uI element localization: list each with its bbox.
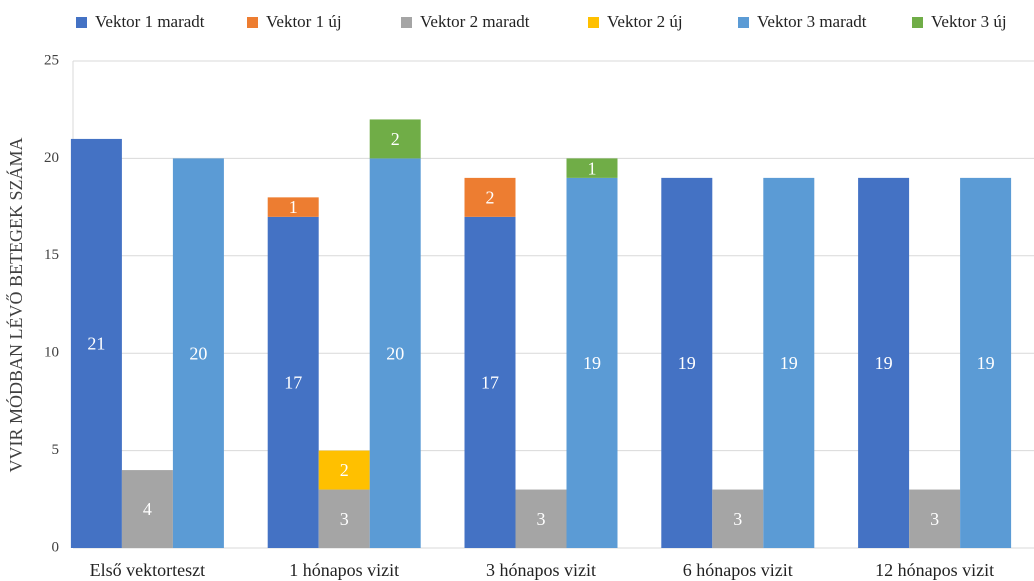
data-label: 19 bbox=[678, 353, 696, 373]
legend-label: Vektor 3 új bbox=[931, 12, 1007, 31]
legend-label: Vektor 3 maradt bbox=[757, 12, 867, 31]
data-label: 20 bbox=[189, 343, 207, 363]
data-label: 19 bbox=[583, 353, 601, 373]
y-tick-label: 20 bbox=[44, 150, 59, 166]
bar-segment bbox=[464, 177, 516, 217]
bar-segment bbox=[566, 158, 618, 178]
data-label: 2 bbox=[391, 129, 400, 149]
y-axis-title: VVIR MÓDBAN LÉVŐ BETEGEK SZÁMA bbox=[5, 138, 26, 473]
data-label: 1 bbox=[289, 197, 298, 217]
data-label: 19 bbox=[977, 353, 995, 373]
bar-segment bbox=[464, 216, 516, 548]
bar-segment bbox=[267, 216, 319, 548]
data-label: 19 bbox=[780, 353, 798, 373]
legend-label: Vektor 2 új bbox=[607, 12, 683, 31]
y-tick-label: 5 bbox=[52, 442, 60, 458]
data-label: 3 bbox=[340, 509, 349, 529]
data-label: 19 bbox=[875, 353, 893, 373]
data-label: 4 bbox=[143, 499, 152, 519]
bar-segment bbox=[661, 177, 713, 548]
bar-segment bbox=[369, 119, 421, 159]
bar-segment bbox=[566, 177, 618, 548]
legend-label: Vektor 2 maradt bbox=[420, 12, 530, 31]
bar-segment bbox=[172, 158, 224, 548]
bar-segment bbox=[909, 489, 961, 548]
data-label: 1 bbox=[588, 158, 597, 178]
legend-swatch bbox=[912, 17, 923, 28]
legend-swatch bbox=[401, 17, 412, 28]
data-label: 17 bbox=[481, 373, 499, 393]
legend-swatch bbox=[588, 17, 599, 28]
bar-segment bbox=[70, 138, 122, 549]
data-label: 3 bbox=[537, 509, 546, 529]
bar-segment bbox=[960, 177, 1012, 548]
legend-swatch bbox=[738, 17, 749, 28]
x-tick-label: 1 hónapos vizit bbox=[289, 560, 399, 580]
bar-segment bbox=[121, 470, 173, 548]
data-label: 2 bbox=[486, 187, 495, 207]
data-label: 3 bbox=[733, 509, 742, 529]
bar-segment bbox=[763, 177, 815, 548]
y-tick-label: 15 bbox=[44, 247, 59, 263]
bar-segment bbox=[318, 489, 370, 548]
legend-swatch bbox=[247, 17, 258, 28]
bar-segment bbox=[712, 489, 764, 548]
data-label: 21 bbox=[87, 334, 105, 354]
x-tick-label: Első vektorteszt bbox=[90, 560, 205, 580]
x-tick-label: 6 hónapos vizit bbox=[683, 560, 793, 580]
data-label: 20 bbox=[386, 343, 404, 363]
legend-label: Vektor 1 új bbox=[266, 12, 342, 31]
bar-segment bbox=[369, 158, 421, 548]
y-tick-label: 0 bbox=[52, 539, 60, 555]
bar-segment bbox=[318, 450, 370, 490]
y-tick-label: 25 bbox=[44, 52, 59, 68]
y-tick-label: 10 bbox=[44, 345, 59, 361]
data-label: 3 bbox=[930, 509, 939, 529]
x-tick-label: 12 hónapos vizit bbox=[875, 560, 994, 580]
bar-segment bbox=[858, 177, 910, 548]
legend-label: Vektor 1 maradt bbox=[95, 12, 205, 31]
data-label: 2 bbox=[340, 460, 349, 480]
legend-swatch bbox=[76, 17, 87, 28]
bar-segment bbox=[267, 197, 319, 217]
x-tick-label: 3 hónapos vizit bbox=[486, 560, 596, 580]
data-label: 17 bbox=[284, 373, 302, 393]
bar-segment bbox=[515, 489, 567, 548]
